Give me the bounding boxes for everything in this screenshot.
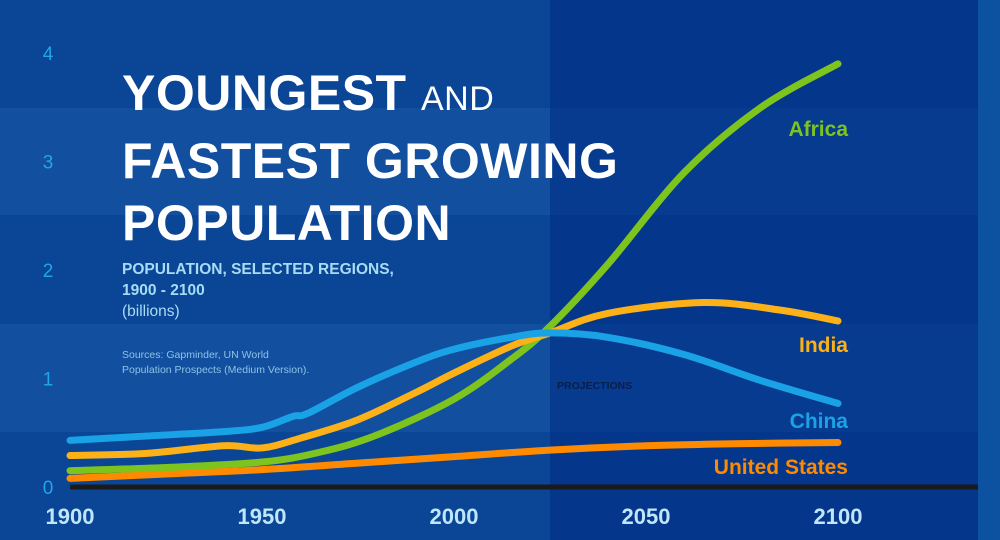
right-strip	[978, 0, 1000, 540]
y-tick-label: 0	[43, 478, 54, 499]
y-tick-label: 1	[43, 370, 54, 391]
title-line-1: YOUNGEST	[122, 65, 407, 121]
x-tick-label: 1950	[238, 504, 287, 529]
x-tick-label: 2050	[622, 504, 671, 529]
subtitle-line-1: POPULATION, SELECTED REGIONS,	[122, 261, 394, 278]
chart-title: YOUNGEST AND FASTEST GROWING POPULATION	[122, 62, 618, 254]
projections-label: PROJECTIONS	[557, 380, 633, 392]
legend-china: China	[789, 410, 848, 433]
series-line-africa	[66, 60, 842, 475]
legend-africa: Africa	[788, 118, 848, 141]
series-line-india	[66, 299, 842, 460]
unit-label: (billions)	[122, 303, 180, 320]
subtitle-line-2: 1900 - 2100	[122, 282, 205, 299]
sources-line-2: Population Prospects (Medium Version).	[122, 364, 310, 376]
title-line-2: FASTEST GROWING	[122, 133, 619, 189]
y-tick-label: 2	[43, 261, 54, 282]
title-line-3: POPULATION	[122, 195, 452, 251]
sources-line-1: Sources: Gapminder, UN World	[122, 349, 269, 361]
series-line-united-states	[66, 439, 842, 482]
x-tick-label: 2100	[814, 504, 863, 529]
legend-united-states: United States	[713, 456, 848, 479]
y-tick-label: 4	[43, 44, 54, 65]
x-tick-label: 2000	[430, 504, 479, 529]
title-and: AND	[421, 80, 495, 118]
series-line-china	[66, 329, 842, 444]
sources-note: Sources: Gapminder, UN World Population …	[122, 348, 362, 378]
legend-india: India	[798, 334, 848, 357]
y-tick-label: 3	[43, 153, 54, 174]
chart-subtitle: POPULATION, SELECTED REGIONS, 1900 - 210…	[122, 259, 394, 301]
x-tick-label: 1900	[46, 504, 95, 529]
